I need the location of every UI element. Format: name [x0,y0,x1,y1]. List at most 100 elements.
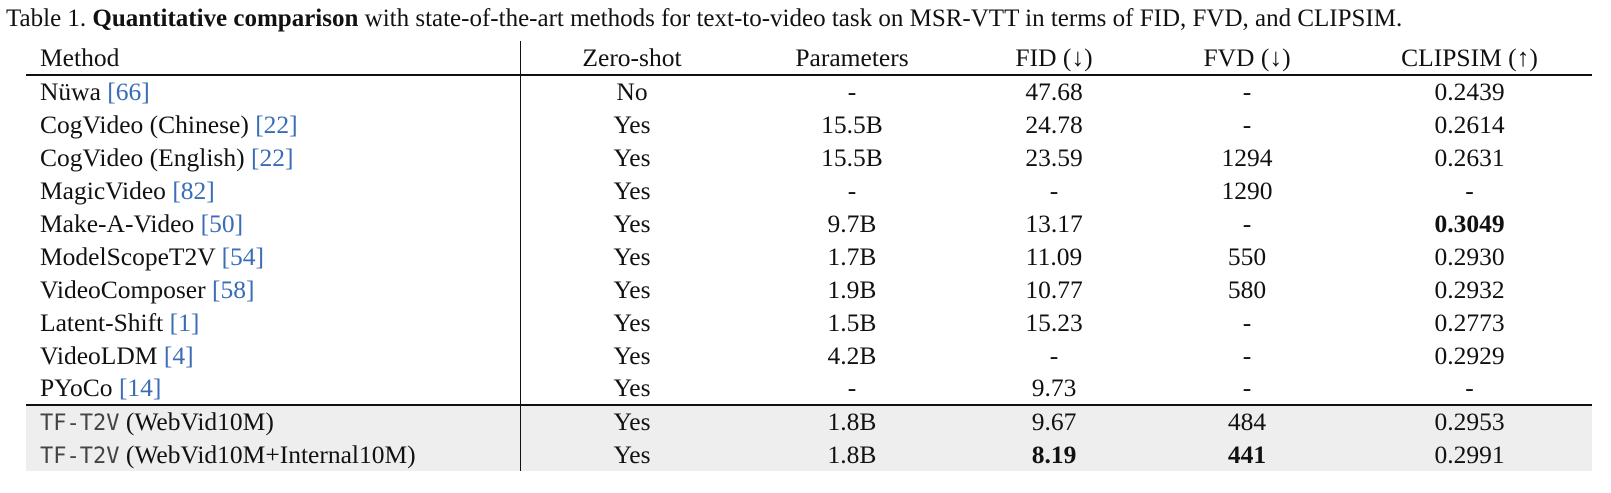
fvd-cell: 550 [1227,241,1267,271]
method-name: PYoCo [40,373,119,402]
method-cell: Latent-Shift [1] [26,306,521,339]
zero-shot-cell: Yes [613,175,651,205]
caption-text: with state-of-the-art methods for text-t… [364,5,1403,32]
fid-cell: 24.78 [1025,109,1083,139]
method-cell: CogVideo (Chinese) [22] [26,108,521,141]
clipsim-cell: 0.2773 [1434,307,1505,337]
clipsim-cell: 0.2929 [1434,340,1505,370]
caption-label: Table 1. [6,5,87,32]
fvd-cell: 580 [1227,274,1267,304]
table-row: ModelScopeT2V [54] Yes 1.7B 11.09 550 0.… [26,240,1592,273]
results-table: Method Zero-shot Parameters FID (↓) FVD … [26,41,1592,471]
method-name: CogVideo (English) [40,142,251,172]
header-fid: FID (↓) [961,41,1147,76]
table-row: Nüwa [66] No - 47.68 - 0.2439 [26,75,1592,108]
parameters-cell: 1.9B [827,274,877,304]
parameters-cell: - [847,373,857,402]
fid-cell: 47.68 [1025,77,1083,106]
table-caption: Table 1. Quantitative comparison with st… [6,2,1606,36]
fid-cell: 10.77 [1025,274,1083,304]
zero-shot-cell: Yes [613,142,651,172]
ours-row: TF-T2V (WebVid10M+Internal10M) Yes 1.8B … [26,438,1592,471]
fvd-cell-best: 441 [1147,438,1347,471]
zero-shot-cell: Yes [613,307,651,337]
zero-shot-cell: No [616,77,648,106]
method-name: VideoLDM [40,340,164,370]
fvd-cell: 1294 [1221,142,1273,172]
method-name: VideoComposer [40,274,212,304]
fid-cell: - [1049,340,1059,370]
table-row: Make-A-Video [50] Yes 9.7B 13.17 - 0.304… [26,207,1592,240]
table-row: CogVideo (English) [22] Yes 15.5B 23.59 … [26,141,1592,174]
clipsim-cell-best: 0.3049 [1434,208,1505,238]
method-cell: TF-T2V (WebVid10M) [26,404,521,438]
table-row: PYoCo [14] Yes - 9.73 - - [26,372,1592,405]
zero-shot-cell: Yes [613,274,651,304]
fid-cell: 13.17 [1025,208,1083,238]
fid-cell-best: 8.19 [961,438,1147,471]
fvd-cell: - [1242,109,1252,139]
caption-bold-title: Quantitative comparison [92,5,359,32]
parameters-cell: - [847,77,857,106]
table-row: VideoComposer [58] Yes 1.9B 10.77 580 0.… [26,273,1592,306]
header-fvd: FVD (↓) [1147,41,1347,76]
clipsim-cell: 0.2953 [1347,404,1592,438]
fvd-cell: 1290 [1221,175,1273,205]
citation-link[interactable]: [1] [169,307,200,337]
zero-shot-cell: Yes [613,340,651,370]
citation-link[interactable]: [50] [200,208,244,238]
zero-shot-cell: Yes [613,241,651,271]
header-method: Method [26,41,521,76]
clipsim-cell: 0.2932 [1434,274,1505,304]
citation-link[interactable]: [14] [118,373,162,402]
citation-link[interactable]: [54] [221,241,265,271]
table-row: Latent-Shift [1] Yes 1.5B 15.23 - 0.2773 [26,306,1592,339]
citation-link[interactable]: [22] [255,109,298,139]
clipsim-cell: - [1465,373,1474,402]
method-name: CogVideo (Chinese) [40,109,256,139]
citation-link[interactable]: [66] [107,77,150,106]
clipsim-cell: 0.2614 [1434,109,1505,139]
zero-shot-cell: Yes [613,109,651,139]
method-cell: Nüwa [66] [26,75,521,108]
fid-cell: 11.09 [1025,241,1083,271]
table-row: MagicVideo [82] Yes - - 1290 - [26,174,1592,207]
table-row: VideoLDM [4] Yes 4.2B - - 0.2929 [26,339,1592,372]
fvd-cell: - [1242,77,1252,106]
method-cell: Make-A-Video [50] [26,207,521,240]
header-clipsim: CLIPSIM (↑) [1347,41,1592,76]
ours-row: TF-T2V (WebVid10M) Yes 1.8B 9.67 484 0.2… [26,404,1592,438]
method-cell: VideoLDM [4] [26,339,521,372]
method-cell: MagicVideo [82] [26,174,521,207]
citation-link[interactable]: [22] [250,142,294,172]
method-name-mono: TF-T2V [40,443,120,469]
clipsim-cell: 0.2439 [1434,77,1505,106]
fvd-cell: - [1242,373,1252,402]
citation-link[interactable]: [4] [163,340,194,370]
method-name: ModelScopeT2V [40,241,222,271]
method-name: Make-A-Video [40,208,201,238]
table-row: CogVideo (Chinese) [22] Yes 15.5B 24.78 … [26,108,1592,141]
parameters-cell: - [847,175,857,205]
clipsim-cell: - [1465,175,1474,205]
citation-link[interactable]: [58] [212,274,255,304]
fid-cell: 15.23 [1025,307,1083,337]
citation-link[interactable]: [82] [172,175,215,205]
method-name: Nüwa [40,77,108,106]
zero-shot-cell: Yes [520,438,743,471]
fvd-cell: 484 [1147,404,1347,438]
fid-cell: 23.59 [1025,142,1083,172]
zero-shot-cell: Yes [520,404,743,438]
method-cell: PYoCo [14] [26,372,521,405]
method-name: Latent-Shift [40,307,170,337]
fvd-cell: - [1242,340,1252,370]
header-zero-shot: Zero-shot [520,41,743,76]
parameters-cell: 1.8B [743,438,961,471]
method-cell: CogVideo (English) [22] [26,141,521,174]
method-cell: TF-T2V (WebVid10M+Internal10M) [26,438,521,471]
clipsim-cell: 0.2631 [1434,142,1505,172]
fvd-cell: - [1242,208,1252,238]
method-variant: (WebVid10M+Internal10M) [119,439,416,469]
method-cell: ModelScopeT2V [54] [26,240,521,273]
